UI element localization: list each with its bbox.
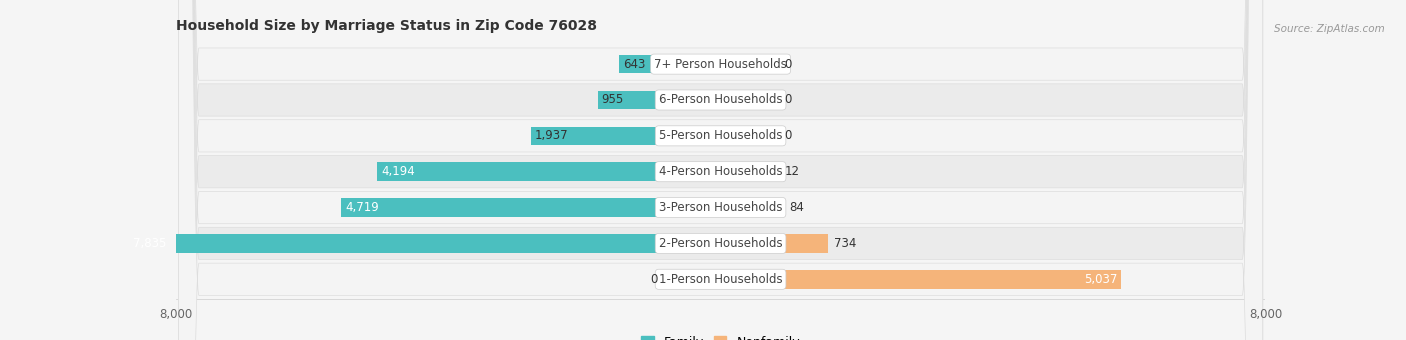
FancyBboxPatch shape xyxy=(179,0,1263,340)
Bar xyxy=(779,270,1122,289)
Text: 0: 0 xyxy=(785,94,792,106)
Legend: Family, Nonfamily: Family, Nonfamily xyxy=(636,331,806,340)
Bar xyxy=(598,91,662,109)
Text: Source: ZipAtlas.com: Source: ZipAtlas.com xyxy=(1274,24,1385,34)
Text: 4,194: 4,194 xyxy=(381,165,415,178)
Text: 7,835: 7,835 xyxy=(134,237,166,250)
Text: 0: 0 xyxy=(785,129,792,142)
Bar xyxy=(779,234,828,253)
Text: 734: 734 xyxy=(834,237,856,250)
FancyBboxPatch shape xyxy=(179,0,1263,340)
Text: 5-Person Households: 5-Person Households xyxy=(659,129,782,142)
Text: 7+ Person Households: 7+ Person Households xyxy=(654,57,787,71)
FancyBboxPatch shape xyxy=(179,0,1263,340)
FancyBboxPatch shape xyxy=(179,0,1263,340)
Text: 6-Person Households: 6-Person Households xyxy=(659,94,782,106)
Text: 5,037: 5,037 xyxy=(1084,273,1118,286)
Text: Household Size by Marriage Status in Zip Code 76028: Household Size by Marriage Status in Zip… xyxy=(176,19,596,33)
Text: 643: 643 xyxy=(623,57,645,71)
Text: 2-Person Households: 2-Person Households xyxy=(659,237,782,250)
Text: 1-Person Households: 1-Person Households xyxy=(659,273,782,286)
Text: 84: 84 xyxy=(790,201,804,214)
Text: 4,719: 4,719 xyxy=(346,201,380,214)
Text: 4-Person Households: 4-Person Households xyxy=(659,165,782,178)
Bar xyxy=(129,234,662,253)
Bar xyxy=(619,55,662,73)
Text: 0: 0 xyxy=(785,57,792,71)
Bar xyxy=(342,198,662,217)
Text: 12: 12 xyxy=(785,165,800,178)
Text: 3-Person Households: 3-Person Households xyxy=(659,201,782,214)
FancyBboxPatch shape xyxy=(179,0,1263,340)
FancyBboxPatch shape xyxy=(179,0,1263,340)
Text: 1,937: 1,937 xyxy=(534,129,568,142)
Text: 955: 955 xyxy=(602,94,624,106)
FancyBboxPatch shape xyxy=(179,0,1263,340)
Bar xyxy=(531,126,662,145)
Bar xyxy=(779,198,785,217)
Text: 0: 0 xyxy=(650,273,657,286)
Bar xyxy=(377,163,662,181)
